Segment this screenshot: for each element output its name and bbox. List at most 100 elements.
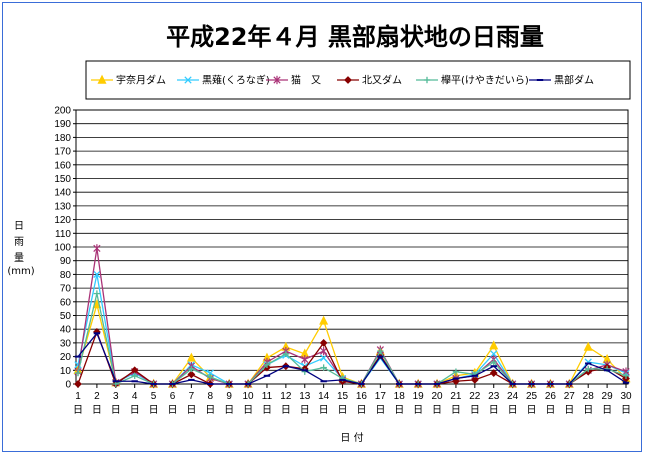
data-point: [74, 380, 82, 388]
y-tick-label: 30: [60, 338, 72, 349]
x-tick-label: 5: [151, 391, 157, 402]
series-group: [73, 244, 631, 389]
y-tick-label: 50: [60, 311, 72, 322]
data-point: [188, 365, 195, 373]
data-point: [263, 361, 271, 369]
y-axis-ticks: 0 10 20 30 40 50 60 70 80 90 100 110 120 130 140 150 160…: [54, 106, 76, 391]
data-point: [206, 369, 214, 377]
data-point: [186, 352, 196, 362]
y-tick-label: 80: [60, 270, 72, 281]
x-tick-day-suffix: 日: [338, 405, 348, 416]
chart-title: 平成22年４月 黒部扇状地の日雨量: [166, 23, 544, 51]
y-tick-label: 170: [54, 147, 71, 158]
x-tick-day-suffix: 日: [262, 405, 272, 416]
legend-item-1: 宇奈月ダム: [91, 74, 166, 87]
x-tick-day-suffix: 日: [356, 405, 366, 416]
y-tick-label: 60: [60, 297, 72, 308]
data-point: [583, 341, 593, 351]
y-tick-label: 150: [54, 174, 71, 185]
legend-label: 欅平(けやきだいら): [441, 75, 529, 87]
x-tick-day-suffix: 日: [413, 405, 423, 416]
x-tick-label: 25: [526, 391, 538, 402]
x-tick-label: 14: [318, 391, 330, 402]
data-point: [301, 355, 309, 364]
y-tick-label: 190: [54, 119, 71, 130]
series-4: [74, 328, 630, 388]
y-label-char-1: 日: [14, 221, 24, 232]
legend-label: 北又ダム: [362, 74, 402, 87]
series-line: [77, 332, 627, 385]
series-line: [77, 330, 627, 386]
x-tick-day-suffix: 日: [470, 405, 480, 416]
x-tick-label: 11: [262, 391, 273, 402]
legend-marker: [184, 76, 192, 84]
data-point: [622, 372, 630, 379]
data-point: [207, 373, 214, 381]
legend-marker: [97, 74, 107, 84]
data-point: [282, 350, 290, 358]
legend-item-2: 黒薙(くろなぎ): [177, 74, 270, 87]
y-tick-label: 40: [60, 325, 72, 336]
x-tick-day-suffix: 日: [602, 405, 612, 416]
x-tick-day-suffix: 日: [300, 405, 310, 416]
series-line: [77, 301, 627, 385]
legend-marker: [423, 76, 431, 84]
x-tick-label: 16: [356, 391, 368, 402]
data-point: [490, 358, 497, 366]
legend-item-5: 欅平(けやきだいら): [416, 75, 529, 87]
y-tick-label: 0: [65, 380, 71, 391]
y-axis-label: 日 雨 量 (mm): [7, 221, 34, 277]
y-tick-label: 20: [60, 352, 72, 363]
data-point: [489, 340, 499, 350]
data-point: [320, 364, 327, 371]
x-tick-label: 10: [243, 391, 255, 402]
legend-label: 黒部ダム: [554, 74, 594, 87]
y-tick-label: 140: [54, 188, 71, 199]
x-tick-day-suffix: 日: [451, 405, 461, 416]
x-tick-label: 28: [583, 391, 595, 402]
x-tick-label: 29: [602, 391, 614, 402]
x-tick-label: 18: [394, 391, 406, 402]
x-tick-label: 17: [375, 391, 387, 402]
data-point: [93, 290, 101, 297]
x-tick-day-suffix: 日: [167, 405, 177, 416]
series-5: [74, 290, 630, 388]
y-label-char-3: 量: [14, 252, 24, 264]
x-tick-label: 24: [507, 391, 519, 402]
x-tick-day-suffix: 日: [583, 405, 593, 416]
y-tick-label: 130: [54, 201, 71, 212]
data-point: [93, 244, 101, 253]
legend-marker: [344, 76, 352, 84]
legend-label: 宇奈月ダム: [116, 74, 166, 87]
series-line: [77, 248, 627, 385]
y-tick-label: 200: [54, 106, 71, 117]
legend-marker: [273, 75, 281, 85]
x-tick-label: 9: [226, 391, 232, 402]
y-tick-label: 110: [55, 229, 71, 240]
x-tick-label: 20: [431, 391, 443, 402]
x-tick-day-suffix: 日: [564, 405, 574, 416]
x-tick-label: 12: [280, 391, 292, 402]
data-point: [585, 365, 592, 373]
x-tick-day-suffix: 日: [545, 405, 555, 416]
series-6: [74, 332, 630, 385]
x-tick-day-suffix: 日: [394, 405, 404, 416]
grid: [76, 123, 628, 371]
x-tick-label: 7: [189, 391, 195, 402]
x-tick-label: 3: [113, 391, 119, 402]
y-label-char-2: 雨: [14, 237, 24, 248]
series-3: [74, 244, 630, 389]
x-tick-day-suffix: 日: [621, 405, 631, 416]
series-1: [73, 299, 631, 388]
data-point: [489, 369, 498, 377]
y-tick-label: 70: [60, 284, 72, 295]
x-tick-label: 13: [299, 391, 311, 402]
x-tick-label: 30: [620, 391, 632, 402]
x-tick-label: 1: [75, 391, 81, 402]
data-point: [320, 346, 328, 356]
x-tick-label: 21: [450, 391, 462, 402]
x-tick-day-suffix: 日: [186, 405, 196, 416]
y-tick-label: 90: [60, 256, 72, 267]
x-tick-day-suffix: 日: [73, 405, 83, 416]
